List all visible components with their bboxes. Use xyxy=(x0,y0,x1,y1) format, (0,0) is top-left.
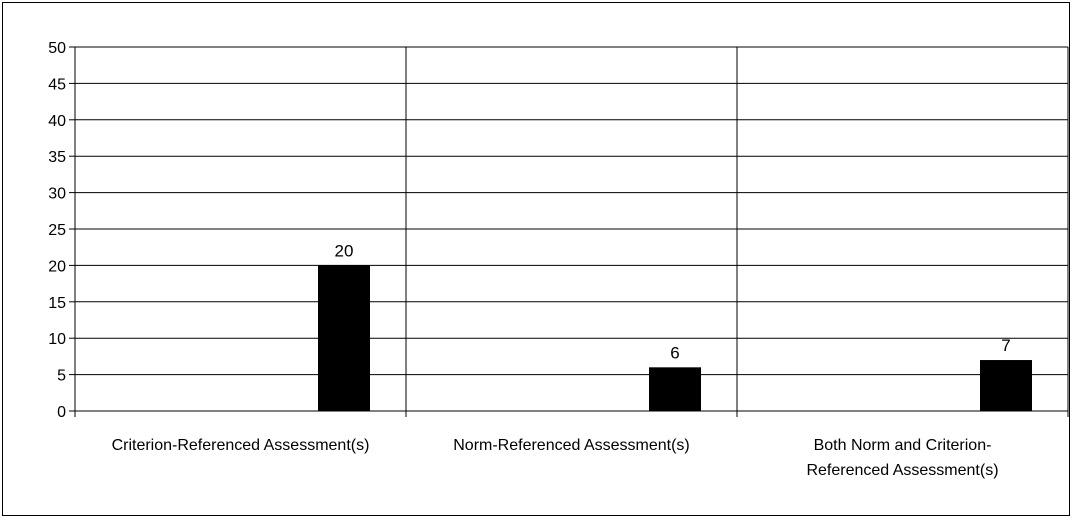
data-label: 6 xyxy=(670,343,679,362)
bar xyxy=(318,265,370,411)
y-tick-label: 45 xyxy=(48,76,66,93)
data-label: 7 xyxy=(1001,336,1010,355)
category-label: Norm-Referenced Assessment(s) xyxy=(453,437,690,454)
y-tick-label: 30 xyxy=(48,186,66,203)
y-tick-label: 35 xyxy=(48,149,66,166)
category-label: Referenced Assessment(s) xyxy=(806,462,998,479)
bar xyxy=(649,367,701,411)
bar-chart: 0 5 10 15 20 25 30 35 40 45 50 20 Criterion-Referenc… xyxy=(48,40,1069,479)
y-tick-label: 40 xyxy=(48,113,66,130)
bars xyxy=(318,265,1032,411)
category-label: Criterion-Referenced Assessment(s) xyxy=(112,437,370,454)
gridlines xyxy=(75,46,1069,411)
labels: 0 5 10 15 20 25 30 35 40 45 50 20 Criterion-Referenc… xyxy=(48,40,1011,479)
y-tick-label: 5 xyxy=(57,368,66,385)
y-tick-label: 10 xyxy=(48,331,66,348)
y-tick-label: 50 xyxy=(48,40,66,57)
category-label: Both Norm and Criterion- xyxy=(814,437,992,454)
axes xyxy=(69,46,1069,417)
y-tick-label: 25 xyxy=(48,222,66,239)
y-tick-label: 15 xyxy=(48,295,66,312)
y-tick-label: 0 xyxy=(57,404,66,421)
bar xyxy=(980,360,1032,411)
data-label: 20 xyxy=(335,241,354,260)
y-tick-label: 20 xyxy=(48,258,66,275)
